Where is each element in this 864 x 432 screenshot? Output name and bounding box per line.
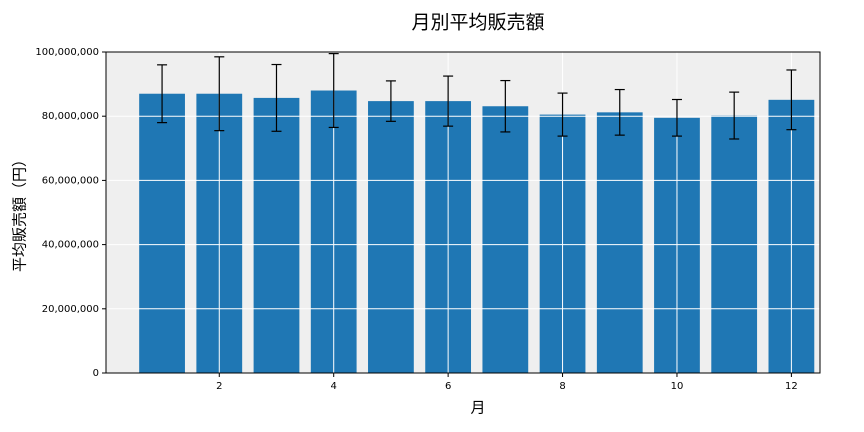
y-tick-label: 100,000,000 bbox=[35, 47, 99, 58]
x-tick-label: 4 bbox=[331, 381, 337, 392]
error-bar bbox=[500, 79, 511, 133]
y-tick-label: 80,000,000 bbox=[42, 111, 99, 122]
error-bar bbox=[614, 88, 625, 136]
bar bbox=[482, 106, 529, 374]
x-tick-label: 10 bbox=[671, 381, 684, 392]
bar bbox=[368, 101, 414, 373]
error-bar bbox=[385, 80, 396, 122]
plot-frame bbox=[105, 51, 821, 374]
chart-title: 月別平均販売額 bbox=[411, 12, 544, 34]
bar bbox=[253, 97, 300, 373]
error-bar bbox=[214, 56, 225, 132]
x-axis-label: 月 bbox=[470, 399, 485, 417]
error-bar bbox=[271, 63, 282, 132]
bar bbox=[139, 93, 185, 373]
error-bar bbox=[729, 91, 740, 140]
y-tick-label: 20,000,000 bbox=[42, 304, 99, 315]
error-bar bbox=[557, 92, 568, 137]
bar bbox=[596, 112, 643, 374]
x-tick-label: 2 bbox=[216, 381, 222, 392]
error-bar bbox=[157, 64, 168, 124]
y-axis-label: 平均販売額（円） bbox=[11, 152, 29, 272]
error-bar bbox=[786, 69, 797, 131]
y-tick-label: 0 bbox=[93, 368, 99, 379]
x-tick-label: 6 bbox=[445, 381, 451, 392]
error-bar bbox=[443, 75, 454, 127]
y-tick-label: 60,000,000 bbox=[42, 175, 99, 186]
y-tick-label: 40,000,000 bbox=[42, 240, 99, 251]
x-tick-label: 8 bbox=[559, 381, 565, 392]
x-tick-label: 12 bbox=[785, 381, 798, 392]
error-bar bbox=[671, 98, 682, 137]
error-bar bbox=[328, 53, 339, 129]
